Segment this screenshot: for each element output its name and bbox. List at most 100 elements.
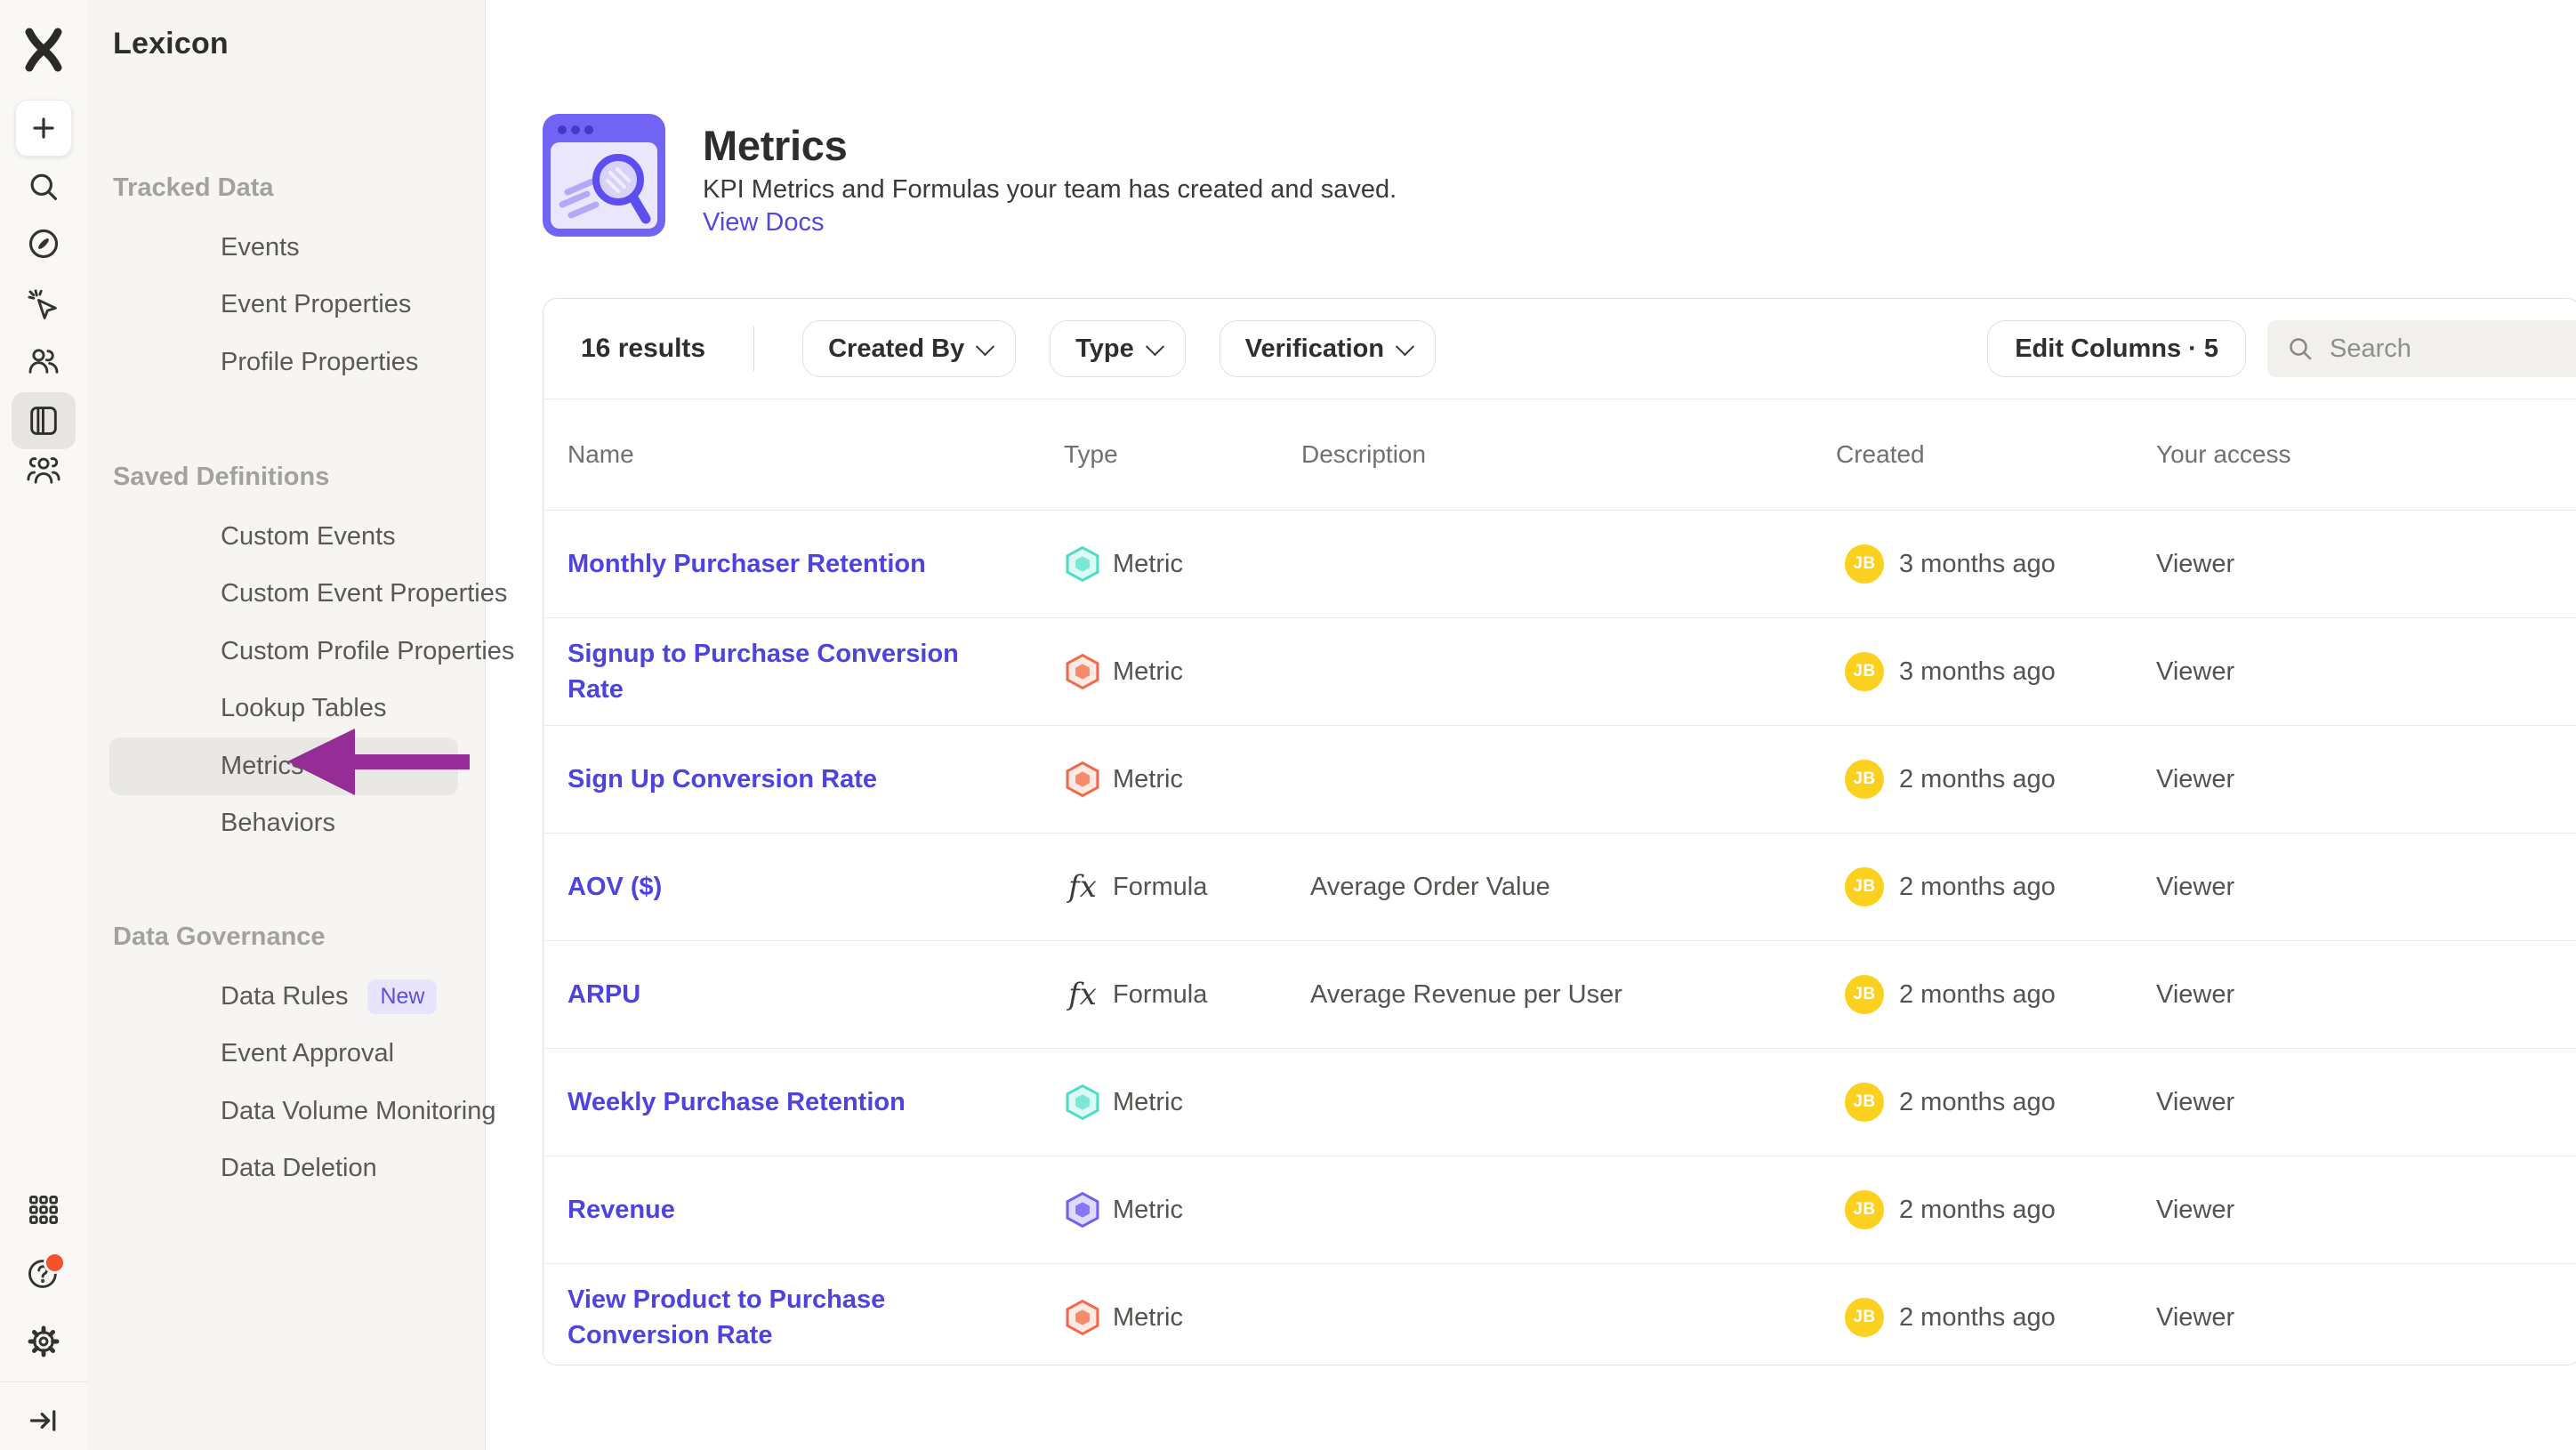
- sidebar-item-label: Event Approval: [221, 1039, 395, 1068]
- filter-label: Type: [1075, 334, 1134, 363]
- mixpanel-logo-icon[interactable]: [19, 23, 68, 73]
- metric-name-link[interactable]: Monthly Purchaser Retention: [568, 550, 926, 578]
- metric-name-link[interactable]: AOV ($): [568, 873, 663, 901]
- sidebar-item-lookup-tables[interactable]: Lookup Tables: [109, 681, 458, 738]
- lexicon-book-icon[interactable]: [12, 392, 76, 449]
- help-notification-dot: [44, 1252, 66, 1274]
- icon-rail: [0, 0, 88, 1450]
- metric-name-link[interactable]: Sign Up Conversion Rate: [568, 765, 878, 793]
- column-header-description: Description: [1301, 440, 1427, 468]
- metric-hexagon-icon-orange: [1064, 761, 1101, 798]
- team-group-icon[interactable]: [25, 453, 62, 490]
- description-cell: Average Revenue per User: [1310, 979, 1622, 1009]
- edit-columns-button[interactable]: Edit Columns · 5: [1987, 320, 2246, 377]
- sidebar-item-label: Data Volume Monitoring: [221, 1096, 496, 1125]
- sidebar-item-custom-event-properties[interactable]: Custom Event Properties: [109, 566, 507, 624]
- sidebar-item-label: Event Properties: [221, 290, 412, 319]
- help-icon[interactable]: [25, 1252, 66, 1293]
- sidebar-item-label: Metrics: [221, 751, 304, 780]
- sidebar-item-custom-events[interactable]: Custom Events: [109, 508, 458, 566]
- created-time: 2 months ago: [1899, 764, 2056, 793]
- view-docs-link[interactable]: View Docs: [703, 208, 825, 237]
- sidebar-item-data-deletion[interactable]: Data Deletion: [109, 1140, 458, 1198]
- sidebar-item-event-properties[interactable]: Event Properties: [109, 277, 458, 334]
- type-label: Metric: [1113, 1195, 1183, 1224]
- access-cell: Viewer: [2156, 872, 2235, 901]
- search-box[interactable]: [2267, 320, 2576, 377]
- click-cursor-events-icon[interactable]: [25, 286, 62, 324]
- sidebar-item-metrics[interactable]: Metrics: [109, 737, 458, 795]
- sidebar-item-label: Data Deletion: [221, 1154, 377, 1183]
- sidebar-item-behaviors[interactable]: Behaviors: [109, 795, 458, 853]
- metric-name-link[interactable]: Signup to Purchase Conversion Rate: [568, 640, 959, 704]
- filter-button-type[interactable]: Type: [1050, 320, 1186, 377]
- avatar: JB: [1845, 1083, 1884, 1122]
- table-toolbar: 16 results Created By Type Verification Ed…: [543, 299, 2576, 399]
- table-row[interactable]: Sign Up Conversion Rate Metric JB 2 months …: [543, 726, 2576, 834]
- avatar: JB: [1845, 652, 1884, 691]
- avatar: JB: [1845, 544, 1884, 584]
- table-row[interactable]: ARPU fx Formula Average Revenue per User JB 2…: [543, 941, 2576, 1049]
- sidebar-item-profile-properties[interactable]: Profile Properties: [109, 334, 458, 391]
- search-input[interactable]: [2328, 333, 2527, 365]
- section-title: Tracked Data: [113, 173, 274, 202]
- filter-label: Created By: [828, 334, 965, 363]
- sidebar-item-label: Profile Properties: [221, 347, 419, 376]
- sidebar-item-label: Custom Profile Properties: [221, 636, 515, 665]
- sidebar-item-event-approval[interactable]: Event Approval: [109, 1026, 458, 1083]
- settings-gear-icon[interactable]: [25, 1323, 62, 1360]
- collapse-sign-out-icon[interactable]: [25, 1402, 62, 1439]
- results-count: 16 results: [581, 334, 706, 363]
- avatar: JB: [1845, 760, 1884, 799]
- sidebar-item-label: Data Rules: [221, 981, 349, 1011]
- filter-button-verification[interactable]: Verification: [1219, 320, 1437, 377]
- sidebar-item-label: Events: [221, 232, 300, 262]
- chevron-down-icon: [1145, 336, 1164, 356]
- table-body: Monthly Purchaser Retention Metric JB 3 mon…: [543, 511, 2576, 1365]
- table-row[interactable]: Weekly Purchase Retention Metric JB 2 month…: [543, 1049, 2576, 1156]
- table-row[interactable]: Signup to Purchase Conversion Rate Metric…: [543, 618, 2576, 726]
- metrics-page-illustration-icon: [543, 114, 665, 237]
- chevron-down-icon: [976, 336, 995, 356]
- lexicon-sidebar: Lexicon Tracked Data Events Event Properti…: [87, 0, 514, 1450]
- metric-name-link[interactable]: ARPU: [568, 980, 641, 1009]
- search-icon[interactable]: [25, 168, 62, 205]
- created-time: 2 months ago: [1899, 1087, 2056, 1116]
- sidebar-item-events[interactable]: Events: [109, 219, 458, 277]
- metric-name-link[interactable]: View Product to Purchase Conversion Rate: [568, 1285, 886, 1349]
- new-badge: New: [367, 979, 438, 1014]
- type-label: Metric: [1113, 764, 1183, 793]
- metric-hexagon-icon-teal: [1064, 545, 1101, 583]
- access-cell: Viewer: [2156, 1087, 2235, 1116]
- table-row[interactable]: Revenue Metric JB 2 months ago Viewer: [543, 1156, 2576, 1264]
- sidebar-section-saved-definitions: Saved Definitions Custom Events Custom Eve…: [87, 447, 514, 853]
- table-row[interactable]: Monthly Purchaser Retention Metric JB 3 mon…: [543, 511, 2576, 618]
- table-row[interactable]: AOV ($) fx Formula Average Order Value JB 2 m…: [543, 834, 2576, 941]
- table-row[interactable]: View Product to Purchase Conversion Rate…: [543, 1264, 2576, 1365]
- created-time: 2 months ago: [1899, 1302, 2056, 1332]
- chevron-down-icon: [1395, 336, 1415, 356]
- compass-discover-icon[interactable]: [25, 225, 62, 262]
- created-time: 2 months ago: [1899, 872, 2056, 901]
- page-title: Metrics: [703, 122, 848, 169]
- sidebar-item-custom-profile-properties[interactable]: Custom Profile Properties: [109, 623, 514, 681]
- created-time: 3 months ago: [1899, 657, 2056, 686]
- filter-button-created-by[interactable]: Created By: [802, 320, 1017, 377]
- type-label: Metric: [1113, 549, 1183, 578]
- metric-name-link[interactable]: Weekly Purchase Retention: [568, 1088, 906, 1116]
- sidebar-item-data-volume-monitoring[interactable]: Data Volume Monitoring: [109, 1083, 496, 1140]
- users-icon[interactable]: [25, 342, 62, 380]
- type-label: Metric: [1113, 1302, 1183, 1332]
- metric-name-link[interactable]: Revenue: [568, 1196, 675, 1224]
- access-cell: Viewer: [2156, 979, 2235, 1009]
- metric-hexagon-icon-orange: [1064, 1299, 1101, 1336]
- avatar: JB: [1845, 1190, 1884, 1229]
- apps-grid-icon[interactable]: [25, 1191, 62, 1228]
- type-label: Metric: [1113, 657, 1183, 686]
- filter-label: Verification: [1244, 334, 1385, 363]
- sidebar-item-data-rules[interactable]: Data Rules New: [109, 968, 458, 1026]
- formula-fx-icon: fx: [1068, 869, 1097, 905]
- type-label: Formula: [1113, 979, 1208, 1009]
- access-cell: Viewer: [2156, 1302, 2235, 1332]
- create-plus-button[interactable]: [15, 100, 72, 157]
